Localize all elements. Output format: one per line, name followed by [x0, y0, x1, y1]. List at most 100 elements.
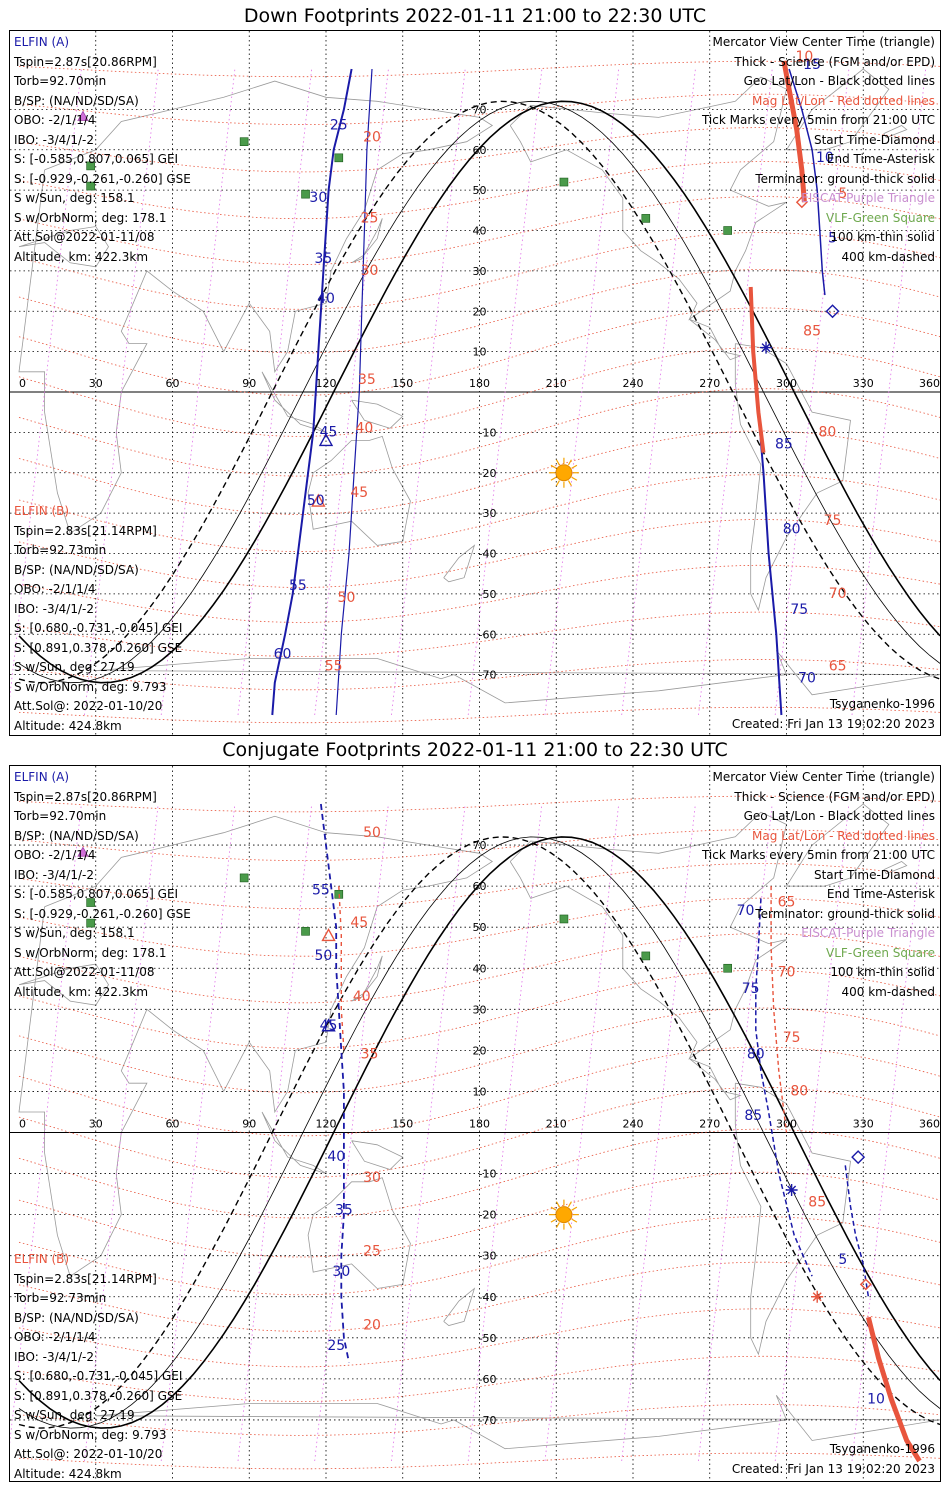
elfin-a-tick-label: 70: [798, 671, 816, 687]
lat-tick-label: 50: [473, 921, 487, 934]
elfin-a-tick-label: 25: [330, 118, 348, 134]
lon-tick-label: 360: [919, 377, 940, 390]
lon-tick-label: 300: [776, 377, 797, 390]
lon-tick-label: 360: [919, 1118, 940, 1131]
sun-icon: [548, 1199, 579, 1230]
lat-tick-label: 10: [473, 1085, 487, 1098]
mag-meridian: [10, 68, 82, 699]
mag-parallel: [18, 1216, 940, 1296]
legend-item: 100 km-thin solid: [830, 965, 935, 979]
elfin-a-name: ELFIN (A): [14, 35, 70, 49]
legend-item: EISCAT-Purple Triangle: [801, 191, 935, 205]
vlf-station-icon: [723, 226, 732, 235]
end-asterisk-icon: [760, 341, 773, 354]
elfin-b-line: Torb=92.73min: [14, 543, 107, 557]
elfin-b-name: ELFIN (B): [14, 504, 70, 518]
elfin-a-tick-label: 50: [307, 493, 325, 509]
lon-tick-label: 240: [623, 1118, 644, 1131]
conjugate-footprints-panel: 0 30 60 90 120 150 180 210 240 270 300 330 360 70 60 50…: [9, 765, 941, 1482]
sun-ray: [567, 459, 572, 466]
elfin-b-science-segment: [865, 1316, 922, 1463]
mag-parallel: [18, 231, 940, 310]
elfin-b-line: S w/Sun, deg: 27.19: [14, 660, 135, 674]
legend-item: Mercator View Center Time (triangle): [712, 35, 935, 49]
legend-item: Thick - Science (FGM and/or EPD): [734, 789, 935, 804]
elfin-b-line: S: [0.891,0.378,-0.260] GSE: [14, 640, 183, 655]
elfin-a-track-east: [788, 68, 826, 296]
lon-tick-label: 60: [166, 377, 180, 390]
coastline: [689, 1058, 742, 1101]
vlf-station-icon: [301, 926, 310, 936]
coastline: [509, 811, 787, 1060]
mag-grid: [10, 60, 940, 724]
lat-tick-label: -30: [479, 507, 497, 520]
coastline: [307, 1177, 411, 1289]
elfin-b-tick-label: 50: [363, 825, 381, 841]
elfin-b-line: IBO: -3/4/1/-2: [14, 1349, 94, 1364]
elfin-a-tick-label: 75: [742, 981, 760, 997]
elfin-b-line: Att.Sol@: 2022-01-10/20: [14, 699, 163, 713]
legend-item: End Time-Asterisk: [826, 152, 935, 166]
sun-ray: [571, 476, 578, 481]
footprint-tracks: [77, 60, 840, 716]
mag-meridian: [84, 68, 159, 716]
vlf-station-icon: [334, 153, 344, 163]
elfin-b-tick-label: 25: [363, 1244, 381, 1260]
lon-tick-label: 210: [546, 377, 567, 390]
lat-tick-label: 60: [473, 144, 487, 157]
legend-item: Geo Lat/Lon - Black dotted lines: [743, 809, 935, 823]
legend-item: 100 km-thin solid: [830, 230, 935, 244]
elfin-a-track-alt: [335, 68, 373, 716]
legend-item: EISCAT-Purple Triangle: [801, 926, 935, 940]
elfin-a-line: S w/OrbNorm, deg: 178.1: [14, 945, 167, 960]
eiscat-triangle-icon: [77, 846, 89, 857]
vlf-station-icon: [239, 137, 249, 146]
sun-ray: [550, 476, 557, 481]
sun-ray: [555, 1222, 560, 1228]
elfin-b-tick-label: 45: [350, 915, 368, 931]
lat-tick-label: -40: [479, 548, 497, 561]
legend-item: Tick Marks every 5min from 21:00 UTC: [701, 848, 935, 862]
elfin-a-line: Altitude, km: 422.3km: [14, 249, 149, 264]
elfin-a-line: Torb=92.70min: [14, 74, 107, 88]
sun-ray: [550, 464, 557, 469]
sun-disc: [555, 464, 573, 482]
elfin-a-line: S w/Sun, deg: 158.1: [14, 191, 135, 205]
sun-ray: [555, 480, 560, 487]
sun-ray: [571, 1218, 578, 1223]
lon-tick-label: 0: [19, 1118, 26, 1131]
elfin-b-tick-label: 70: [778, 964, 796, 980]
coastline: [307, 435, 411, 546]
lon-tick-label: 90: [242, 377, 256, 390]
tick-mark-labels: 55 50 45 40 35 30 25 70 75 80 85 5 10 50 45 40 35 30 25 20 6…: [312, 825, 885, 1408]
lon-tick-label: 0: [19, 377, 26, 390]
legend-item: Terminator: ground-thick solid: [755, 906, 935, 921]
elfin-b-tick-label: 85: [803, 323, 821, 339]
lon-tick-label: 270: [699, 377, 720, 390]
elfin-b-conjugate-track-east: [770, 886, 788, 1133]
mag-parallel: [18, 307, 940, 396]
elfin-a-line: OBO: -2/1/1/4: [14, 113, 96, 127]
legend-item: Tick Marks every 5min from 21:00 UTC: [701, 113, 935, 127]
down-footprints-map[interactable]: 0 30 60 90 120 150 180 210 240 270 300 330 360 70 60 50…: [10, 31, 941, 736]
footprint-tracks: [77, 803, 922, 1463]
mag-parallel: [18, 1308, 940, 1368]
panel-2-title: Conjugate Footprints 2022-01-11 21:00 to…: [222, 739, 728, 761]
lat-tick-label: -60: [479, 1373, 497, 1386]
legend-item: VLF-Green Square: [826, 945, 935, 960]
sun-ray: [550, 1218, 557, 1223]
vlf-station-icon: [723, 963, 732, 973]
legend-item: 400 km-dashed: [841, 984, 935, 999]
coastline: [351, 399, 404, 429]
lat-tick-label: -70: [479, 669, 497, 682]
terminator-ground: [18, 836, 940, 1429]
elfin-a-tick-label: 75: [790, 602, 808, 618]
elfin-b-tick-label: 40: [355, 420, 373, 436]
elfin-b-line: Tspin=2.83s[21.14RPM]: [14, 523, 157, 538]
conjugate-footprints-map[interactable]: 0 30 60 90 120 150 180 210 240 270 300 330 360 70 60 50…: [10, 766, 941, 1482]
elfin-a-line: S: [-0.585,0.807,0.065] GEI: [14, 152, 179, 166]
vlf-station-icon: [86, 898, 95, 907]
elfin-b-line: Torb=92.73min: [14, 1291, 107, 1305]
elfin-b-name: ELFIN (B): [14, 1252, 70, 1266]
elfin-b-tick-label: 70: [829, 586, 847, 602]
